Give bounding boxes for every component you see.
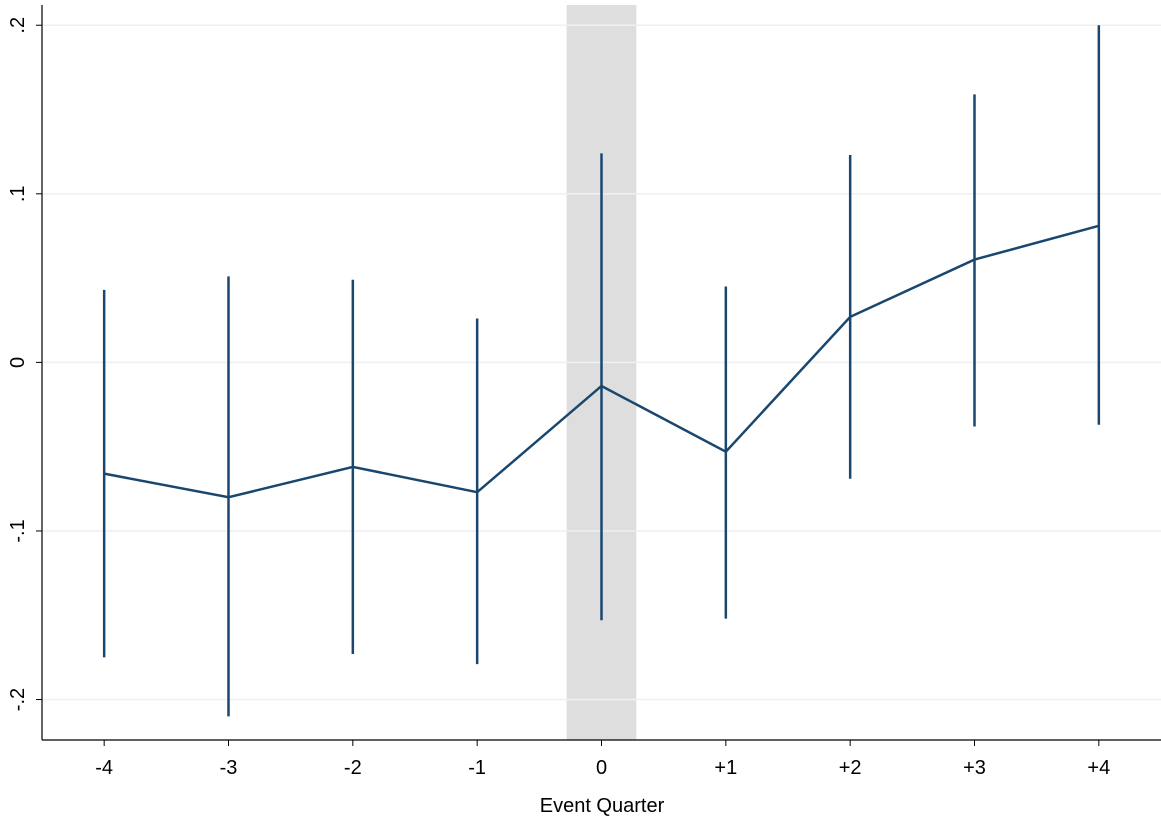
- x-tick-label: -1: [468, 757, 486, 779]
- x-tick-label: +1: [714, 757, 737, 779]
- y-tick-label: 0: [7, 357, 29, 368]
- y-tick-label: .1: [7, 185, 29, 202]
- x-tick-label: +2: [839, 757, 862, 779]
- x-tick-label: -3: [220, 757, 238, 779]
- x-tick-label: +3: [963, 757, 986, 779]
- x-tick-label: -4: [95, 757, 113, 779]
- line: [103, 224, 1100, 499]
- y-tick-label: .2: [7, 17, 29, 34]
- y-tick-label: -.2: [7, 688, 29, 711]
- x-axis-label: Event Quarter: [540, 795, 665, 817]
- x-tick-label: -2: [344, 757, 362, 779]
- x-tick-label: +4: [1087, 757, 1110, 779]
- x-tick-label: 0: [596, 757, 607, 779]
- y-tick-label: -.1: [7, 519, 29, 542]
